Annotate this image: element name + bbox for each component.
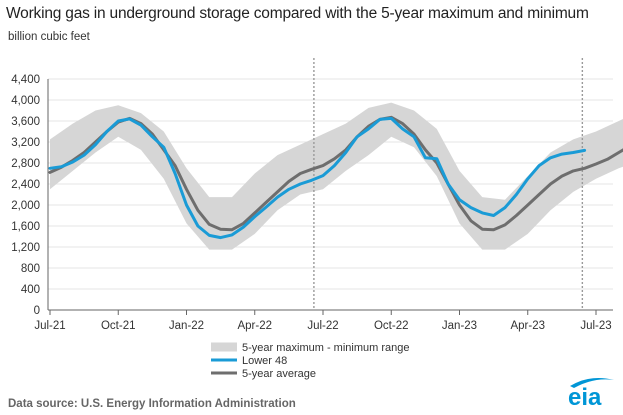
y-tick-label: 3,600 [11, 116, 40, 128]
legend-label: Lower 48 [242, 355, 287, 367]
legend-label: 5-year average [242, 368, 316, 380]
range-band-layer [50, 102, 623, 250]
x-tick-label: Oct-21 [101, 320, 136, 332]
logo-text: eia [568, 384, 602, 408]
gridlines [48, 78, 613, 290]
y-tick-label: 4,400 [11, 74, 40, 86]
range-band-area [50, 102, 623, 250]
y-axis-unit-label: billion cubic feet [8, 31, 90, 43]
y-tick-label: 1,600 [11, 221, 40, 233]
logo-swoosh-icon [570, 378, 614, 388]
x-tick-label: Jul-22 [307, 320, 338, 332]
y-tick-label: 3,200 [11, 137, 40, 149]
x-tick-label: Jul-21 [34, 320, 65, 332]
x-tick-label: Jul-23 [580, 320, 611, 332]
x-tick-label: Apr-22 [237, 320, 272, 332]
x-tick-label: Jan-23 [442, 320, 477, 332]
x-tick-label: Apr-23 [510, 320, 545, 332]
y-tick-label: 2,000 [11, 200, 40, 212]
y-tick-label: 400 [21, 284, 40, 296]
eia-logo: eia [568, 378, 614, 408]
data-source-label: Data source: U.S. Energy Information Adm… [8, 398, 296, 410]
y-tick-label: 1,200 [11, 242, 40, 254]
y-tick-label: 2,800 [11, 158, 40, 170]
legend-label: 5-year maximum - minimum range [242, 342, 409, 354]
series-layer [48, 115, 623, 240]
chart-title: Working gas in underground storage compa… [6, 5, 589, 22]
x-tick-label: Jan-22 [169, 320, 204, 332]
y-tick-label: 800 [21, 263, 40, 275]
axes: 0 400 800 1,200 1,600 2,000 2,400 2,800 3,200 3,6… [11, 74, 613, 332]
legend-swatch-range [211, 342, 237, 352]
y-tick-label: 2,400 [11, 179, 40, 191]
series-line-lower-48 [48, 116, 587, 240]
series-line-5-year-average [48, 115, 623, 232]
y-tick-label: 4,000 [11, 95, 40, 107]
y-tick-label: 0 [34, 305, 40, 317]
x-tick-label: Oct-22 [374, 320, 409, 332]
vertical-markers [313, 58, 584, 310]
